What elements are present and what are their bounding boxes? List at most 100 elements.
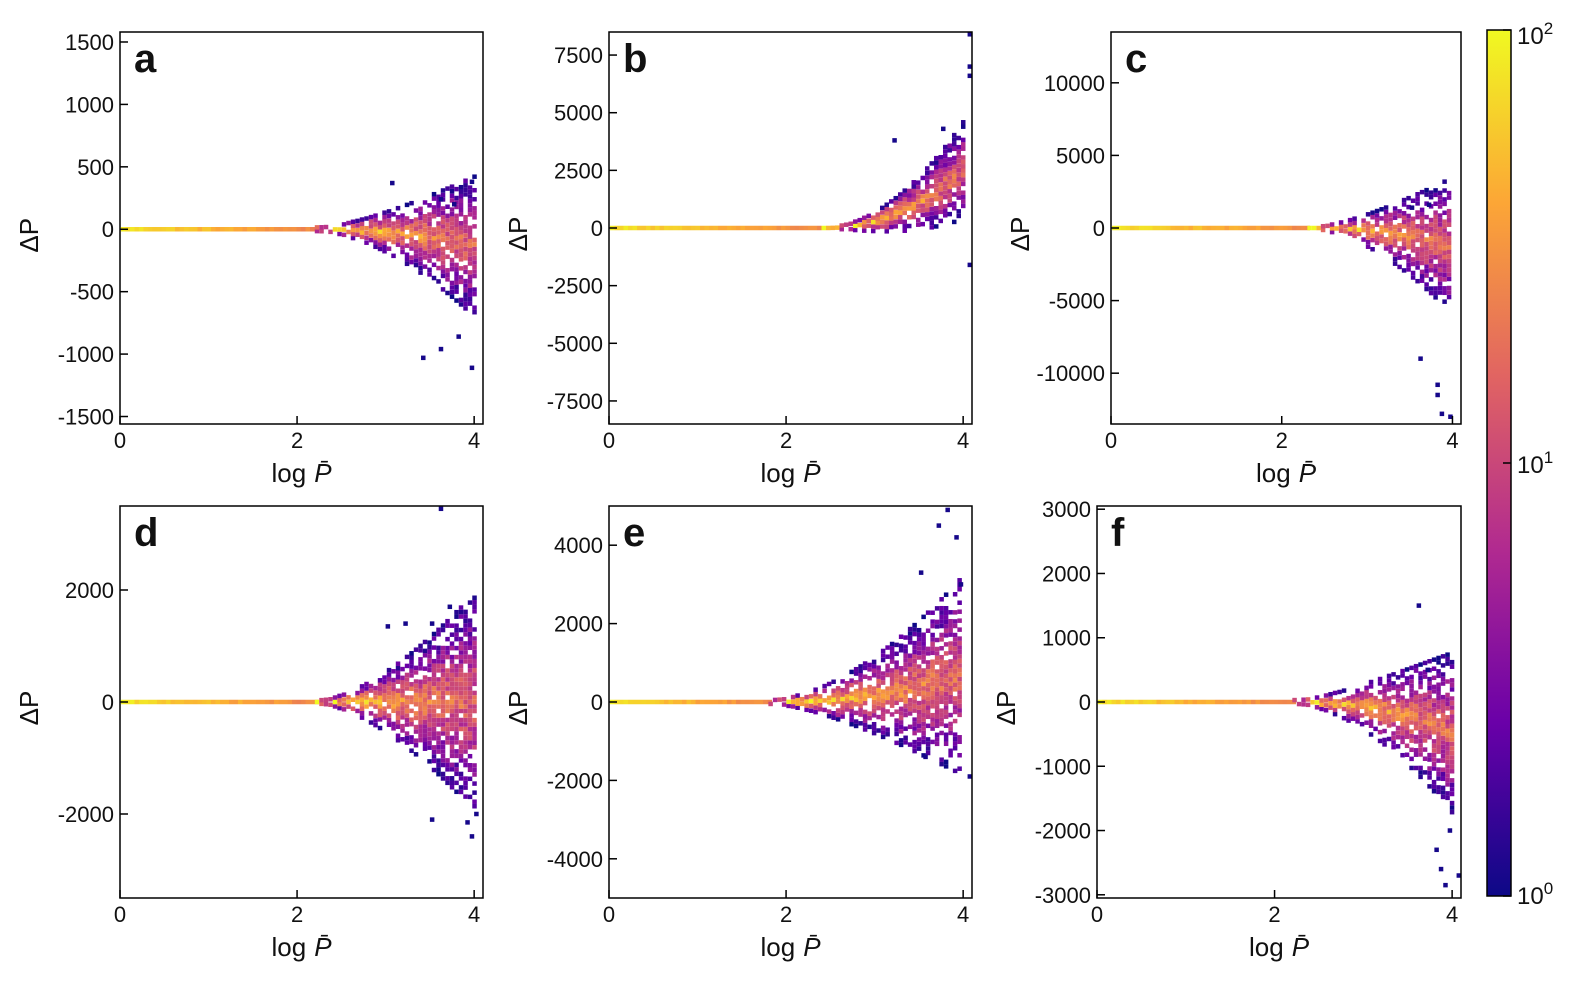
heatmap-cell [1388, 240, 1393, 245]
y-tick-label: 0 [1079, 690, 1091, 715]
heatmap-cell [853, 710, 859, 716]
heatmap-cell [920, 203, 925, 208]
heatmap-cell [166, 699, 171, 705]
heatmap-cell [903, 658, 908, 663]
heatmap-cell [319, 225, 324, 230]
heatmap-cell [139, 226, 144, 232]
heatmap-cell [781, 225, 786, 231]
heatmap-cell [1314, 700, 1320, 705]
heatmap-cell [341, 697, 347, 702]
heatmap-cell [1446, 294, 1452, 300]
heatmap-outlier [390, 180, 395, 186]
heatmap-cell [418, 728, 423, 734]
heatmap-cell [427, 667, 432, 673]
heatmap-cell [1310, 700, 1315, 705]
heatmap-cell [956, 186, 961, 191]
heatmap-cell [184, 699, 189, 705]
heatmap-cell [463, 219, 468, 225]
heatmap-cell [1350, 716, 1356, 721]
heatmap-cell [898, 697, 904, 703]
heatmap-cell [1424, 268, 1429, 274]
heatmap-cell [1343, 224, 1348, 229]
heatmap-cell [795, 701, 800, 706]
heatmap-cell [449, 262, 455, 267]
heatmap-cell [921, 681, 926, 687]
heatmap-cell [858, 681, 863, 687]
heatmap-cell [377, 691, 383, 696]
heatmap-cell [808, 708, 814, 713]
heatmap-cell [894, 669, 899, 674]
heatmap-cell [920, 198, 925, 204]
heatmap-cell [422, 715, 428, 720]
heatmap-cell [1445, 692, 1450, 698]
heatmap-cell [1314, 695, 1320, 700]
heatmap-cell [458, 221, 464, 226]
heatmap-cell [377, 686, 383, 692]
heatmap-cell [912, 708, 917, 713]
heatmap-cell [880, 725, 886, 731]
heatmap-cell [1379, 234, 1384, 239]
heatmap-cell [373, 222, 378, 227]
heatmap-cell [889, 690, 895, 695]
heatmap-cell [939, 721, 944, 727]
heatmap-cell [929, 220, 934, 226]
heatmap-cell [404, 261, 410, 267]
heatmap-cell [952, 741, 958, 746]
heatmap-cell [422, 227, 428, 233]
heatmap-cell [897, 215, 903, 220]
heatmap-cell [1368, 719, 1374, 724]
heatmap-cell [1449, 719, 1455, 724]
heatmap-cell [454, 749, 459, 754]
heatmap-cell [359, 715, 365, 720]
heatmap-cell [1437, 281, 1443, 286]
y-tick-label: -2500 [547, 274, 603, 299]
heatmap-cell [948, 659, 953, 664]
heatmap-cell [709, 225, 714, 231]
x-tick-label: 4 [957, 428, 969, 453]
heatmap-cell [1404, 680, 1410, 686]
heatmap-cell [391, 699, 396, 705]
heatmap-cell [427, 759, 432, 764]
heatmap-cell [463, 677, 468, 682]
heatmap-cell [1347, 217, 1353, 223]
heatmap-cell [1410, 216, 1416, 222]
heatmap-cell [386, 676, 392, 682]
y-tick-label: -1500 [58, 405, 114, 430]
heatmap-cell [395, 219, 401, 225]
heatmap-cell [440, 744, 446, 750]
heatmap-cell [960, 199, 966, 204]
heatmap-cell [943, 664, 949, 670]
colorbar-tick-label: 101 [1517, 448, 1553, 479]
heatmap-cell [454, 204, 459, 210]
heatmap-cell [1332, 703, 1338, 708]
heatmap-cell [458, 695, 464, 700]
heatmap-cell [951, 183, 957, 188]
heatmap-cell [957, 694, 962, 700]
heatmap-cell [907, 662, 913, 667]
heatmap-cell [758, 225, 763, 231]
heatmap-cell [894, 678, 899, 683]
heatmap-cell [458, 699, 464, 705]
heatmap-cell [373, 231, 378, 236]
heatmap-cell [1386, 682, 1392, 688]
heatmap-cell [924, 207, 930, 213]
heatmap-cell [458, 785, 464, 790]
heatmap-cell [848, 226, 853, 232]
heatmap-cell [952, 655, 958, 660]
heatmap-cell [1427, 699, 1432, 704]
heatmap-cell [1188, 699, 1193, 705]
heatmap-cell [458, 627, 464, 633]
heatmap-cell [879, 214, 885, 220]
heatmap-cell [957, 587, 962, 592]
heatmap-cell [377, 224, 383, 230]
x-tick-label: 0 [1105, 428, 1117, 453]
heatmap-cell [287, 699, 292, 705]
heatmap-cell [943, 606, 949, 611]
heatmap-cell [409, 259, 414, 265]
heatmap-cell [943, 741, 949, 747]
heatmap-cell [1433, 246, 1438, 251]
heatmap-cell [440, 776, 446, 781]
heatmap-cell [427, 704, 432, 709]
heatmap-cell [894, 731, 899, 737]
